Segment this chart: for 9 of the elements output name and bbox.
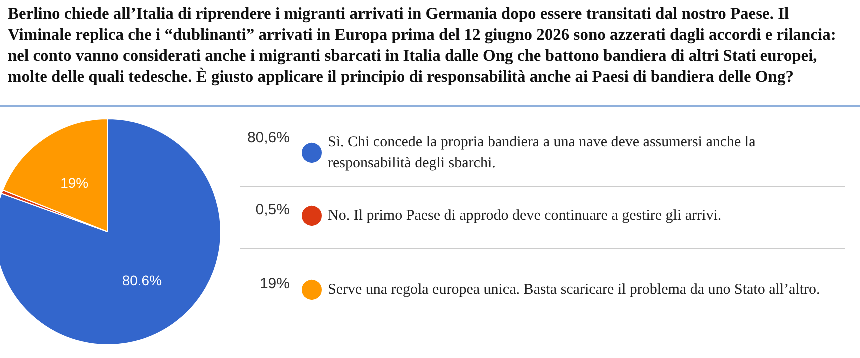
text: 19% (260, 276, 290, 292)
chart-title: Berlino chiede all’Italia di riprendere i migranti arrivati in Germania dopo essere transitati dal nostro Paese. Il Viminale replica che i “dublinanti” arrivati in Europa prima del 12 giugno 2026 sono azzerati dagli accordi e rilancia: nel conto vanno considerati anche i migranti sbarcati in Italia dalle Ong che battono bandiera di altri Stati europei, molte delle quali tedesche. È giusto applicare il principio di responsabilità anche ai Paesi di bandiera delle Ong? (0, 0, 860, 107)
data-label: 19% (60, 174, 89, 191)
text: 80,6% (247, 130, 290, 146)
legend-label: No. Il primo Paese di approdo deve continuare a gestire gli arrivi. (328, 208, 722, 224)
text: 0,5% (256, 202, 290, 218)
legend-label: Serve una regola europea unica. Basta scaricare il problema da uno Stato all’altro. (328, 282, 820, 298)
legend-label: Sì. Chi concede la propria bandiera a una nave deve assumersi anche la responsabilità degli sbarchi. (328, 134, 760, 172)
data-label: 80.6% (122, 272, 162, 289)
